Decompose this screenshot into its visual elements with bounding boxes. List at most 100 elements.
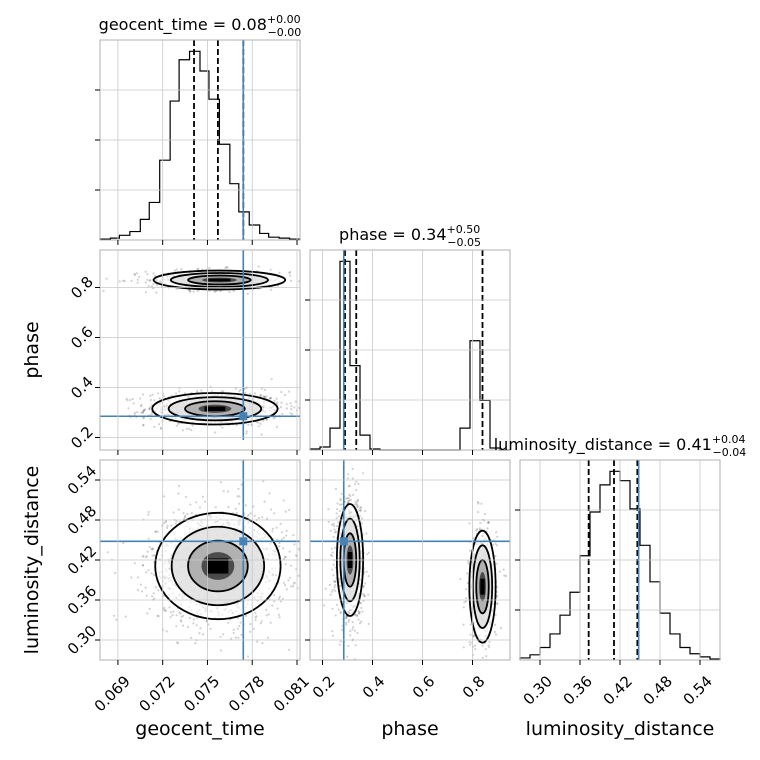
phase-vs-luminosity_distance-sample-point <box>488 646 491 649</box>
phase-vs-luminosity_distance-sample-point <box>357 610 360 613</box>
geocent_time-vs-luminosity_distance-sample-point <box>178 611 181 614</box>
phase-vs-luminosity_distance-sample-point <box>331 634 334 637</box>
phase-vs-luminosity_distance-sample-point <box>361 610 364 613</box>
phase-vs-luminosity_distance-sample-point <box>358 612 361 615</box>
geocent_time-vs-luminosity_distance-sample-point <box>122 541 125 545</box>
phase-vs-luminosity_distance-sample-point <box>469 643 472 646</box>
geocent_time-vs-luminosity_distance-sample-point <box>278 616 281 619</box>
phase-ytick-label: 0.6 <box>67 323 97 353</box>
phase-vs-luminosity_distance-sample-point <box>332 522 335 526</box>
geocent_time-vs-phase-sample-point <box>139 405 143 408</box>
geocent_time-vs-luminosity_distance-sample-point <box>151 548 154 551</box>
geocent_time-vs-phase-sample-point <box>196 389 199 392</box>
geocent_time-vs-luminosity_distance-sample-point <box>192 618 195 621</box>
geocent_time-vs-phase-sample-point <box>147 284 150 288</box>
geocent_time-vs-luminosity_distance-sample-point <box>114 572 117 575</box>
luminosity_distance-title-lower: −0.04 <box>713 446 747 459</box>
geocent_time-vs-luminosity_distance-sample-point <box>278 595 281 598</box>
geocent_time-vs-phase-sample-point <box>280 390 283 394</box>
phase-vs-luminosity_distance-sample-point <box>479 521 482 525</box>
geocent_time-vs-phase-sample-point <box>146 278 149 281</box>
geocent_time-vs-luminosity_distance-sample-point <box>175 625 178 628</box>
geocent_time-vs-luminosity_distance-sample-point <box>186 625 190 629</box>
geocent_time-vs-luminosity_distance-sample-point <box>284 555 287 559</box>
geocent_time-vs-phase-sample-point <box>149 279 152 282</box>
geocent_time-vs-luminosity_distance-sample-point <box>288 576 292 579</box>
geocent_time-vs-luminosity_distance-sample-point <box>176 641 179 644</box>
phase-vs-luminosity_distance-sample-point <box>487 662 489 664</box>
phase-vs-luminosity_distance-sample-point <box>337 521 340 524</box>
phase-vs-luminosity_distance-sample-point <box>329 553 332 557</box>
phase-vs-luminosity_distance-sample-point <box>362 586 365 589</box>
geocent_time-vs-luminosity_distance-sample-point <box>276 538 279 541</box>
geocent_time-vs-phase-sample-point <box>143 408 146 411</box>
geocent_time-vs-phase-sample-point <box>221 426 224 429</box>
geocent_time-vs-luminosity_distance-sample-point <box>316 567 318 569</box>
geocent_time-vs-phase-sample-point <box>152 272 155 275</box>
phase-vs-luminosity_distance-sample-point <box>347 644 350 648</box>
geocent_time-vs-luminosity_distance-sample-point <box>246 515 249 518</box>
geocent_time-histogram <box>99 50 301 240</box>
geocent_time-vs-phase-sample-point <box>126 399 129 402</box>
geocent_time-vs-phase-sample-point <box>102 289 105 292</box>
geocent_time-vs-luminosity_distance-sample-point <box>261 516 264 519</box>
geocent_time-vs-luminosity_distance-sample-point <box>277 613 281 616</box>
phase-vs-luminosity_distance-sample-point <box>367 575 370 578</box>
phase-vs-luminosity_distance-sample-point <box>462 623 465 626</box>
geocent_time-title-upper: +0.00 <box>267 13 301 26</box>
geocent_time-vs-phase-sample-point <box>180 268 183 271</box>
phase-vs-luminosity_distance-sample-point <box>329 583 332 587</box>
phase-title-upper: +0.50 <box>447 223 481 236</box>
geocent_time-vs-phase-sample-point <box>142 409 145 412</box>
phase-vs-luminosity_distance-sample-point <box>502 568 505 571</box>
geocent_time-vs-phase-contour <box>152 269 287 291</box>
geocent_time-vs-phase-sample-point <box>153 399 156 402</box>
geocent_time-vs-phase-sample-point <box>220 390 223 393</box>
phase-vs-luminosity_distance-sample-point <box>346 497 349 500</box>
geocent_time-vs-phase-sample-point <box>200 389 203 392</box>
geocent_time-xtick-label: 0.078 <box>225 672 268 715</box>
phase-vs-luminosity_distance-sample-point <box>475 529 478 532</box>
geocent_time-vs-phase-sample-point <box>158 423 161 426</box>
geocent_time-vs-luminosity_distance-sample-point <box>276 607 279 610</box>
geocent_time-vs-luminosity_distance-sample-point <box>245 614 248 618</box>
geocent_time-vs-luminosity_distance-sample-point <box>172 610 175 613</box>
phase-vs-luminosity_distance-sample-point <box>334 589 337 592</box>
geocent_time-vs-luminosity_distance-sample-point <box>219 635 222 638</box>
geocent_time-vs-luminosity_distance-sample-point <box>285 534 288 537</box>
phase-vs-luminosity_distance-sample-point <box>493 630 496 634</box>
geocent_time-vs-luminosity_distance-sample-point <box>261 642 264 645</box>
geocent_time-vs-phase-sample-point <box>125 397 128 400</box>
geocent_time-vs-luminosity_distance-sample-point <box>304 604 306 606</box>
geocent_time-vs-phase-sample-point <box>248 392 251 395</box>
geocent_time-vs-luminosity_distance-sample-point <box>195 501 198 504</box>
phase-vs-luminosity_distance-sample-point <box>495 544 498 547</box>
geocent_time-vs-phase-sample-point <box>269 268 272 271</box>
geocent_time-vs-phase-sample-point <box>196 289 199 293</box>
luminosity_distance-ylabel: luminosity_distance <box>21 466 43 655</box>
geocent_time-vs-luminosity_distance-sample-point <box>237 502 241 505</box>
geocent_time-vs-luminosity_distance-sample-point <box>285 529 288 533</box>
geocent_time-vs-luminosity_distance-sample-point <box>234 636 237 639</box>
geocent_time-vs-luminosity_distance-sample-point <box>229 637 233 640</box>
geocent_time-vs-phase-sample-point <box>149 398 152 402</box>
geocent_time-vs-phase-sample-point <box>262 419 265 422</box>
geocent_time-vs-luminosity_distance-sample-point <box>147 569 150 572</box>
phase-vs-luminosity_distance-sample-point <box>356 631 359 635</box>
geocent_time-vs-phase-contour <box>151 392 279 426</box>
luminosity_distance-ytick-label: 0.30 <box>64 622 100 658</box>
geocent_time-vs-luminosity_distance-sample-point <box>163 609 166 612</box>
geocent_time-vs-phase-sample-point <box>148 279 151 282</box>
geocent_time-vs-phase-sample-point <box>259 422 262 425</box>
geocent_time-vs-phase-sample-point <box>208 267 211 270</box>
phase-vs-luminosity_distance-sample-point <box>333 524 336 528</box>
geocent_time-vs-luminosity_distance-sample-point <box>148 546 151 549</box>
geocent_time-vs-luminosity_distance-sample-point <box>144 556 147 559</box>
phase-title-lower: −0.05 <box>447 236 481 249</box>
geocent_time-vs-luminosity_distance-sample-point <box>150 547 153 551</box>
geocent_time-vs-phase-sample-point <box>285 407 288 410</box>
geocent_time-vs-luminosity_distance-sample-point <box>285 588 288 591</box>
geocent_time-vs-phase-sample-point <box>160 427 163 430</box>
geocent_time-vs-phase-sample-point <box>314 409 316 411</box>
phase-vs-luminosity_distance-sample-point <box>331 607 334 610</box>
